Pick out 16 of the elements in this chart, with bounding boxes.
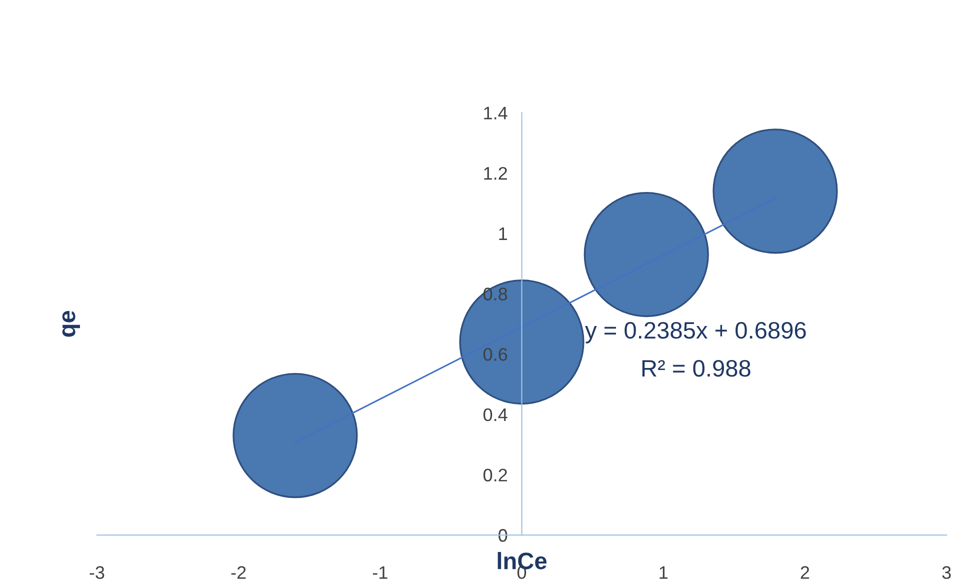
y-tick-label: 0.4 — [483, 408, 508, 422]
y-tick-label: 1 — [499, 228, 507, 240]
y-tick-label: 0.8 — [483, 288, 508, 300]
y-tick-label: 1.4 — [484, 106, 508, 120]
x-tick-label: -2 — [231, 566, 246, 579]
x-tick-label: -3 — [90, 566, 104, 579]
y-tick-label: 1.2 — [484, 166, 507, 180]
y-tick-label: 0.2 — [483, 468, 507, 482]
x-tick-label: 3 — [942, 566, 951, 579]
y-axis-title: qe — [62, 310, 80, 337]
x-tick-label: -1 — [372, 566, 388, 579]
annotation: R² = 0.988 — [642, 360, 750, 377]
y-tick-label: 0.6 — [483, 348, 508, 361]
x-tick-label: 1 — [660, 566, 668, 579]
annotation: y = 0.2385x + 0.6896 — [585, 322, 806, 344]
x-tick-label: 2 — [800, 566, 810, 579]
